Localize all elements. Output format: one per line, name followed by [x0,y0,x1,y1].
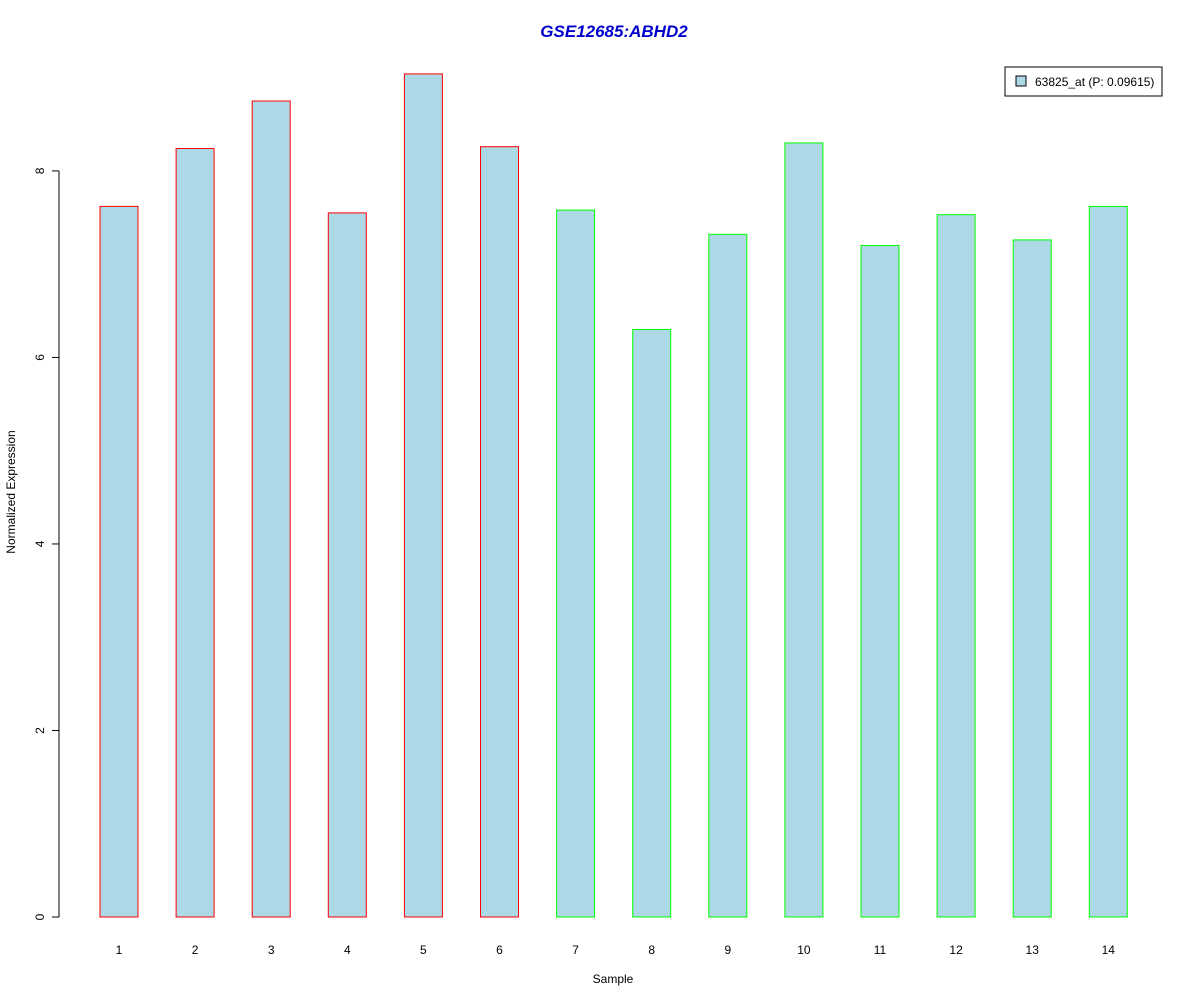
x-tick-label: 10 [797,943,811,957]
bar-sample-13 [1012,239,1052,918]
y-axis: 0 2 4 6 8 [33,167,60,920]
x-tick-label: 7 [572,943,579,957]
bar-sample-3 [251,100,291,918]
x-tick-label: 5 [420,943,427,957]
x-tick-label: 2 [192,943,199,957]
x-tick-label: 9 [724,943,731,957]
x-tick-label: 6 [496,943,503,957]
legend: 63825_at (P: 0.09615) [1004,66,1163,97]
bar-sample-1 [99,205,139,918]
bar-sample-10 [784,142,824,918]
chart-title: GSE12685:ABHD2 [540,22,688,41]
y-tick-label: 2 [33,727,47,734]
bar-sample-9 [708,233,748,918]
bar-sample-2 [175,148,215,918]
x-tick-label: 13 [1026,943,1040,957]
bar-sample-5 [403,73,443,918]
bar-sample-14 [1088,205,1128,918]
x-tick-label: 12 [949,943,963,957]
legend-entry: 63825_at (P: 0.09615) [1035,75,1154,89]
x-tick-label: 14 [1102,943,1116,957]
y-tick-label: 8 [33,167,47,174]
bar-sample-11 [860,245,900,918]
legend-box [1004,66,1163,97]
x-tick-label: 8 [648,943,655,957]
y-tick-label: 6 [33,354,47,361]
bar-sample-12 [936,214,976,918]
bar-sample-8 [632,329,672,918]
y-tick-label: 0 [33,913,47,920]
x-tick-label: 4 [344,943,351,957]
legend-swatch [1015,75,1027,87]
bars [99,73,1128,918]
y-axis-label: Normalized Expression [4,430,18,553]
bar-sample-6 [480,146,519,918]
y-tick-label: 4 [33,540,47,547]
x-tick-label: 3 [268,943,275,957]
x-tick-label: 11 [874,943,887,957]
x-tick-label: 1 [116,943,123,957]
x-axis-tick-labels: 1 2 3 4 5 6 7 8 9 10 11 12 13 14 [116,943,1116,957]
bar-sample-7 [556,209,596,918]
bar-sample-4 [327,212,367,918]
x-axis-label: Sample [593,972,634,986]
